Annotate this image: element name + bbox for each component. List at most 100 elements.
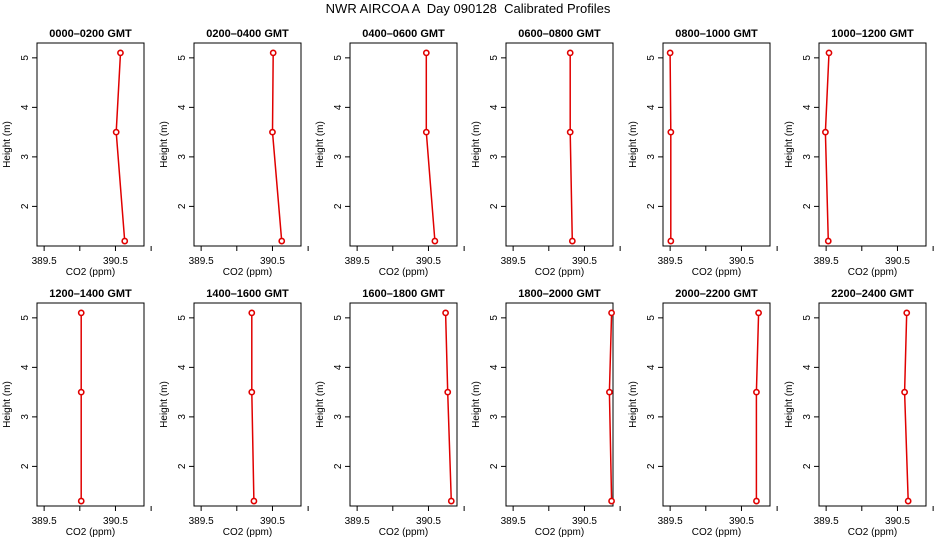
y-tick-label: 3 bbox=[333, 414, 344, 420]
y-tick-label: 4 bbox=[177, 104, 188, 110]
y-axis-label: Height (m) bbox=[2, 121, 13, 168]
y-tick-label: 5 bbox=[333, 55, 344, 61]
profile-point bbox=[250, 497, 258, 505]
y-tick-label: 5 bbox=[489, 315, 500, 321]
profile-point bbox=[822, 128, 829, 136]
y-tick-label: 2 bbox=[333, 463, 344, 469]
y-tick-label: 5 bbox=[20, 315, 31, 321]
y-axis-label: Height (m) bbox=[315, 121, 326, 168]
y-tick-label: 4 bbox=[177, 364, 188, 370]
profile-line bbox=[271, 52, 283, 242]
panel-title: 2000–2200 GMT bbox=[675, 288, 758, 300]
profile-line bbox=[444, 312, 453, 502]
y-tick-label: 3 bbox=[646, 414, 657, 420]
panel-title: 1200–1400 GMT bbox=[49, 288, 132, 300]
x-tick-label: 390.5 bbox=[260, 256, 285, 267]
x-axis-label: CO2 (ppm) bbox=[535, 267, 584, 278]
y-axis-label: Height (m) bbox=[628, 121, 639, 168]
profile-point bbox=[431, 237, 439, 245]
x-axis-label: CO2 (ppm) bbox=[223, 527, 272, 538]
plot-frame bbox=[193, 302, 302, 507]
profile-point bbox=[117, 49, 124, 57]
y-tick-label: 5 bbox=[489, 55, 500, 61]
y-tick-label: 3 bbox=[333, 154, 344, 160]
profile-line bbox=[608, 312, 613, 502]
y-tick-label: 2 bbox=[802, 203, 813, 209]
y-tick-label: 4 bbox=[489, 364, 500, 370]
x-tick-label: 389.5 bbox=[189, 516, 214, 527]
plot-frame bbox=[505, 302, 614, 507]
plot-frame bbox=[662, 302, 771, 507]
y-axis-label: Height (m) bbox=[628, 381, 639, 428]
y-tick-label: 2 bbox=[646, 203, 657, 209]
y-tick-label: 4 bbox=[802, 364, 813, 370]
profile-point bbox=[77, 309, 85, 317]
profile-point bbox=[566, 128, 574, 136]
profile-line bbox=[569, 52, 574, 242]
y-tick-label: 2 bbox=[177, 463, 188, 469]
profile-point bbox=[753, 497, 760, 505]
panel-title: 1400–1600 GMT bbox=[206, 288, 289, 300]
y-tick-label: 4 bbox=[20, 364, 31, 370]
y-axis-label: Height (m) bbox=[784, 381, 795, 428]
x-tick-label: 390.5 bbox=[103, 256, 128, 267]
y-tick-label: 3 bbox=[489, 414, 500, 420]
profile-point bbox=[77, 497, 85, 505]
y-tick-label: 2 bbox=[646, 463, 657, 469]
x-axis-label: CO2 (ppm) bbox=[535, 527, 584, 538]
profile-line bbox=[903, 312, 909, 502]
profile-point bbox=[422, 49, 430, 57]
plot-frame bbox=[505, 42, 614, 247]
plot-frame bbox=[193, 42, 302, 247]
profile-point bbox=[566, 49, 574, 57]
profile-line bbox=[251, 312, 255, 502]
panel-title: 0400–0600 GMT bbox=[362, 28, 445, 40]
x-tick-label: 390.5 bbox=[416, 256, 441, 267]
plot-frame bbox=[818, 302, 927, 507]
profile-point bbox=[442, 309, 449, 317]
y-tick-label: 2 bbox=[20, 203, 31, 209]
plot-frame bbox=[349, 42, 458, 247]
y-tick-label: 4 bbox=[333, 364, 344, 370]
x-axis-label: CO2 (ppm) bbox=[692, 267, 741, 278]
x-tick-label: 390.5 bbox=[729, 516, 754, 527]
y-tick-label: 3 bbox=[646, 154, 657, 160]
y-tick-label: 4 bbox=[646, 104, 657, 110]
profile-point bbox=[904, 497, 912, 505]
panel-title: 0000–0200 GMT bbox=[49, 28, 132, 40]
x-tick-label: 389.5 bbox=[32, 516, 57, 527]
y-tick-label: 3 bbox=[802, 414, 813, 420]
profile-point bbox=[444, 388, 452, 396]
y-tick-label: 2 bbox=[20, 463, 31, 469]
x-tick-label: 390.5 bbox=[260, 516, 285, 527]
x-tick-label: 389.5 bbox=[658, 256, 683, 267]
y-tick-label: 5 bbox=[177, 55, 188, 61]
profile-point bbox=[269, 49, 277, 57]
profile-point bbox=[606, 388, 613, 396]
profile-point bbox=[112, 128, 120, 136]
y-tick-label: 5 bbox=[20, 55, 31, 61]
profile-point bbox=[447, 497, 455, 505]
y-tick-label: 4 bbox=[646, 364, 657, 370]
profile-point bbox=[667, 128, 675, 136]
profile-point bbox=[755, 309, 762, 317]
y-tick-label: 3 bbox=[802, 154, 813, 160]
x-tick-label: 389.5 bbox=[814, 256, 839, 267]
y-axis-label: Height (m) bbox=[159, 121, 170, 168]
x-axis-label: CO2 (ppm) bbox=[848, 527, 897, 538]
x-tick-label: 390.5 bbox=[416, 516, 441, 527]
profile-point bbox=[825, 49, 833, 57]
profile-point bbox=[901, 388, 908, 396]
panel-title: 2200–2400 GMT bbox=[831, 288, 914, 300]
y-axis-label: Height (m) bbox=[159, 381, 170, 428]
y-tick-label: 5 bbox=[177, 315, 188, 321]
plot-frame bbox=[662, 42, 771, 247]
y-tick-label: 2 bbox=[333, 203, 344, 209]
